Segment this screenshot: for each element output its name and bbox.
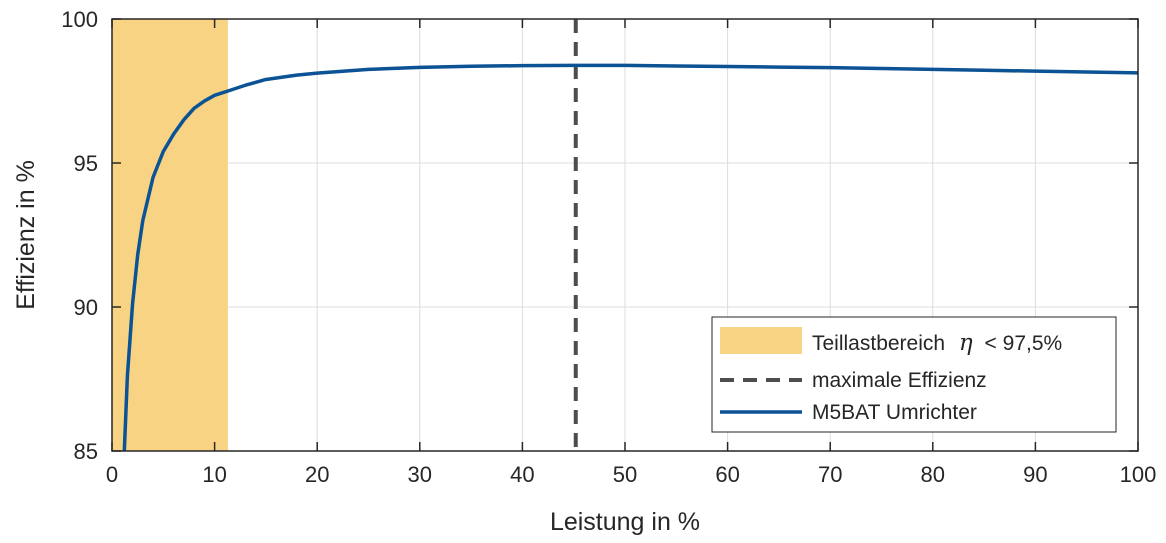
x-tick-label: 80 [921,462,945,487]
y-tick-label: 90 [74,295,98,320]
legend-label-teillast: Teillastbereich η < 97,5% [812,330,1062,356]
legend: Teillastbereich η < 97,5% maximale Effiz… [711,316,1117,433]
legend-swatch-teillast [720,327,802,354]
legend-label-m5bat: M5BAT Umrichter [812,401,977,424]
legend-label-teillast-symbol: η [959,330,973,356]
y-tick-label: 95 [74,151,98,176]
legend-label-max-efficiency: maximale Effizienz [812,369,987,392]
x-tick-label: 50 [613,462,637,487]
x-tick-label: 10 [202,462,226,487]
x-tick-label: 100 [1120,462,1157,487]
y-axis-label: Effizienz in % [12,160,40,310]
y-tick-label: 85 [74,439,98,464]
y-tick-label: 100 [61,7,98,32]
x-tick-label: 30 [408,462,432,487]
x-tick-label: 70 [818,462,842,487]
x-tick-label: 60 [715,462,739,487]
grid [112,19,1138,451]
legend-label-teillast-name: Teillastbereich [812,332,945,355]
x-tick-label: 40 [510,462,534,487]
teillast-region [112,19,228,451]
axis-ticks: 0 10 20 30 40 50 60 70 80 90 100 85 90 95 100 [61,7,1156,487]
series-line-m5bat [122,63,1139,452]
x-axis-label: Leistung in % [550,508,700,536]
x-tick-label: 90 [1023,462,1047,487]
x-tick-label: 20 [305,462,329,487]
x-tick-label: 0 [106,462,118,487]
legend-label-teillast-suffix: < 97,5% [985,332,1063,355]
